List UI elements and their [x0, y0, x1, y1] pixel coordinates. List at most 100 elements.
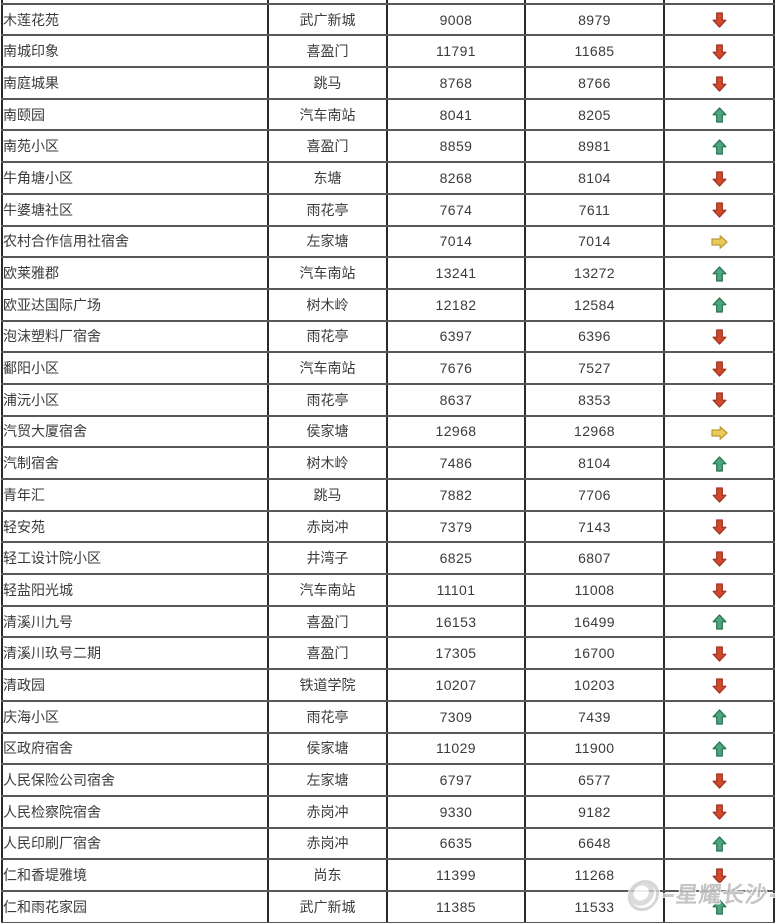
price-a-cell: 17305 [386, 636, 526, 671]
price-a-cell: 8041 [386, 97, 526, 132]
trend-down-icon [712, 868, 726, 884]
table-row: 区政府宿舍 侯家塘 11029 11900 [1, 731, 775, 766]
trend-down-icon [712, 646, 726, 662]
trend-cell [663, 192, 775, 227]
district-cell: 喜盈门 [267, 604, 388, 639]
table-row: 浦沅小区 雨花亭 8637 8353 [1, 382, 775, 417]
trend-cell [663, 161, 775, 195]
community-cell: 轻安苑 [1, 509, 269, 544]
trend-down-icon [712, 519, 726, 535]
price-b-cell: 10203 [524, 668, 665, 702]
trend-cell [663, 858, 775, 892]
district-cell: 汽车南站 [267, 256, 388, 290]
price-a-cell: 7486 [386, 446, 526, 480]
price-a-cell: 9008 [386, 2, 526, 37]
community-cell: 仁和香堤雅境 [1, 858, 269, 892]
price-a-cell: 7674 [386, 192, 526, 227]
trend-cell [663, 224, 775, 259]
price-b-cell: 12584 [524, 287, 665, 322]
table-row: 青年汇 跳马 7882 7706 [1, 478, 775, 512]
price-b-cell: 6807 [524, 541, 665, 576]
table-row: 仁和香堤雅境 尚东 11399 11268 [1, 858, 775, 892]
trend-cell [663, 541, 775, 576]
community-cell: 南庭城果 [1, 66, 269, 100]
district-cell: 汽车南站 [267, 351, 388, 385]
trend-up-icon [712, 266, 726, 282]
trend-cell [663, 478, 775, 512]
community-cell: 牛角塘小区 [1, 161, 269, 195]
table-row: 农村合作信用社宿舍 左家塘 7014 7014 [1, 224, 775, 259]
district-cell: 树木岭 [267, 446, 388, 480]
price-b-cell: 8981 [524, 129, 665, 164]
trend-down-icon [712, 44, 726, 60]
trend-cell [663, 604, 775, 639]
district-cell: 武广新城 [267, 889, 388, 923]
price-a-cell: 9330 [386, 794, 526, 829]
table-row: 牛角塘小区 东塘 8268 8104 [1, 161, 775, 195]
trend-up-icon [712, 709, 726, 725]
price-b-cell: 7527 [524, 351, 665, 385]
district-cell: 雨花亭 [267, 192, 388, 227]
trend-down-icon [712, 392, 726, 409]
price-b-cell: 7611 [524, 192, 665, 227]
table-row: 清政园 铁道学院 10207 10203 [1, 668, 775, 702]
table-row: 汽制宿舍 树木岭 7486 8104 [1, 446, 775, 480]
community-cell: 人民保险公司宿舍 [1, 763, 269, 797]
price-a-cell: 7309 [386, 699, 526, 734]
district-cell: 赤岗冲 [267, 794, 388, 829]
price-b-cell: 11008 [524, 573, 665, 607]
trend-down-icon [712, 773, 726, 789]
district-cell: 赤岗冲 [267, 826, 388, 861]
community-cell: 牛婆塘社区 [1, 192, 269, 227]
community-cell: 清溪川九号 [1, 604, 269, 639]
trend-cell [663, 319, 775, 354]
table-row: 木莲花苑 武广新城 9008 8979 [1, 2, 775, 37]
trend-cell [663, 826, 775, 861]
trend-cell [663, 794, 775, 829]
district-cell: 铁道学院 [267, 668, 388, 702]
trend-cell [663, 34, 775, 69]
community-cell: 轻工设计院小区 [1, 541, 269, 576]
trend-cell [663, 287, 775, 322]
price-a-cell: 11791 [386, 34, 526, 69]
district-cell: 喜盈门 [267, 636, 388, 671]
price-a-cell: 8859 [386, 129, 526, 164]
community-cell: 鄱阳小区 [1, 351, 269, 385]
price-a-cell: 16153 [386, 604, 526, 639]
community-cell: 汽贸大厦宿舍 [1, 414, 269, 449]
trend-cell [663, 668, 775, 702]
community-cell: 人民印刷厂宿舍 [1, 826, 269, 861]
table-row: 清溪川玖号二期 喜盈门 17305 16700 [1, 636, 775, 671]
table-row: 南庭城果 跳马 8768 8766 [1, 66, 775, 100]
table-row: 泡沫塑料厂宿舍 雨花亭 6397 6396 [1, 319, 775, 354]
table-row: 轻工设计院小区 井湾子 6825 6807 [1, 541, 775, 576]
trend-down-icon [712, 677, 726, 694]
price-b-cell: 6577 [524, 763, 665, 797]
trend-flat-icon [710, 235, 728, 250]
price-b-cell: 7706 [524, 478, 665, 512]
price-b-cell: 6396 [524, 319, 665, 354]
price-b-cell: 8766 [524, 66, 665, 100]
table-row: 汽贸大厦宿舍 侯家塘 12968 12968 [1, 414, 775, 449]
community-cell: 泡沫塑料厂宿舍 [1, 319, 269, 354]
trend-up-icon [712, 741, 726, 757]
trend-cell [663, 382, 775, 417]
price-b-cell: 6648 [524, 826, 665, 861]
district-cell: 赤岗冲 [267, 509, 388, 544]
trend-cell [663, 256, 775, 290]
trend-down-icon [712, 202, 726, 218]
price-b-cell: 11268 [524, 858, 665, 892]
trend-up-icon [712, 297, 726, 313]
trend-up-icon [712, 614, 726, 630]
price-a-cell: 11385 [386, 889, 526, 923]
price-a-cell: 7882 [386, 478, 526, 512]
community-cell: 欧莱雅郡 [1, 256, 269, 290]
trend-up-icon [712, 456, 726, 472]
community-cell: 汽制宿舍 [1, 446, 269, 480]
trend-cell [663, 699, 775, 734]
district-cell: 雨花亭 [267, 699, 388, 734]
price-b-cell: 7143 [524, 509, 665, 544]
district-cell: 汽车南站 [267, 97, 388, 132]
